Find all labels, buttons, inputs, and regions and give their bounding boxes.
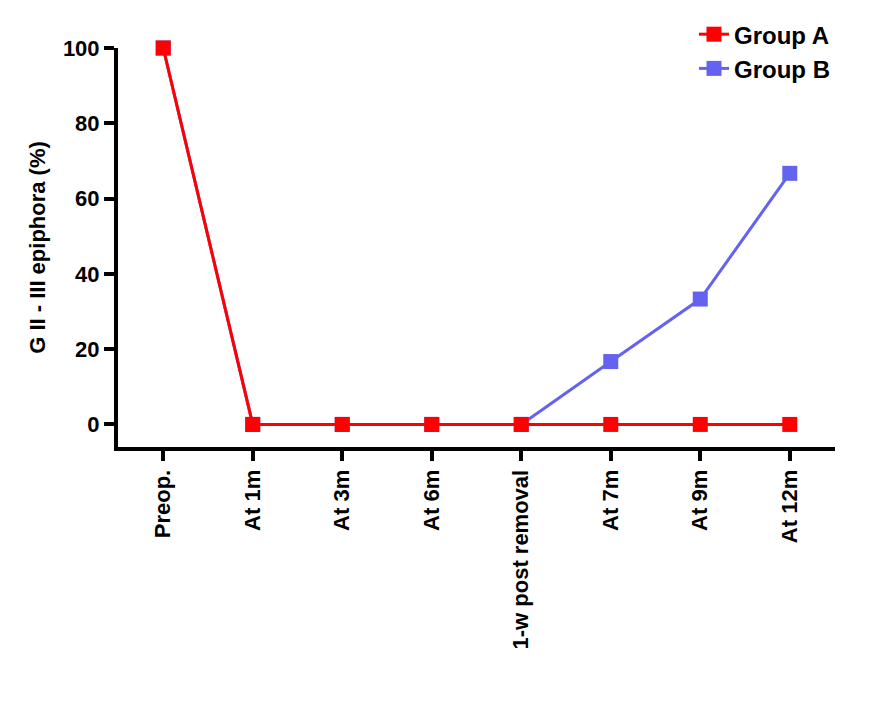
- svg-text:1-w post removal: 1-w post removal: [508, 470, 533, 650]
- svg-text:80: 80: [75, 111, 99, 136]
- svg-text:Preop.: Preop.: [150, 470, 175, 538]
- svg-text:At 7m: At 7m: [598, 470, 623, 531]
- svg-text:20: 20: [75, 337, 99, 362]
- svg-text:100: 100: [63, 36, 100, 61]
- svg-text:60: 60: [75, 186, 99, 211]
- svg-text:Group B: Group B: [734, 56, 830, 83]
- svg-text:At 12m: At 12m: [777, 470, 802, 543]
- svg-text:0: 0: [87, 412, 99, 437]
- svg-text:At 3m: At 3m: [329, 470, 354, 531]
- svg-text:Group A: Group A: [734, 22, 829, 49]
- svg-text:At 6m: At 6m: [419, 470, 444, 531]
- svg-text:At 9m: At 9m: [687, 470, 712, 531]
- svg-text:G II - III epiphora (%): G II - III epiphora (%): [25, 141, 50, 354]
- svg-text:At 1m: At 1m: [240, 470, 265, 531]
- svg-text:40: 40: [75, 262, 99, 287]
